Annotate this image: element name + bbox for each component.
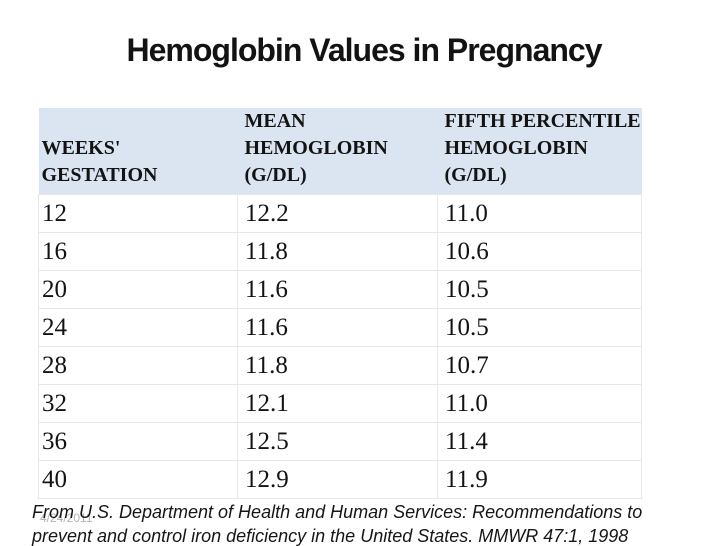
table-row: 40 12.9 11.9 bbox=[38, 460, 642, 499]
table-cell: 11.9 bbox=[437, 460, 642, 499]
col-header-line: (G/DL) bbox=[444, 164, 507, 186]
citation: From U.S. Department of Health and Human… bbox=[32, 500, 702, 546]
table-cell: 28 bbox=[38, 346, 238, 385]
col-header-weeks-gestation: WEEKS' GESTATION bbox=[38, 108, 238, 195]
col-header-line: GESTATION bbox=[41, 164, 158, 186]
table-cell: 12.2 bbox=[237, 194, 438, 233]
col-header-line: HEMOGLOBIN bbox=[444, 137, 588, 159]
table-cell: 12 bbox=[38, 194, 238, 233]
table-cell: 11.4 bbox=[437, 422, 642, 461]
table-cell: 11.8 bbox=[237, 232, 438, 271]
hemoglobin-table: WEEKS' GESTATION MEAN HEMOGLOBIN (G/DL) … bbox=[38, 108, 642, 499]
table-cell: 12.1 bbox=[237, 384, 438, 423]
table-cell: 11.8 bbox=[237, 346, 438, 385]
slide-title: Hemoglobin Values in Pregnancy bbox=[126, 32, 602, 68]
table-cell: 40 bbox=[38, 460, 238, 499]
table-row: 28 11.8 10.7 bbox=[38, 346, 642, 385]
col-header-line: FIFTH PERCENTILE bbox=[444, 110, 641, 132]
table-cell: 24 bbox=[38, 308, 238, 347]
table-row: 24 11.6 10.5 bbox=[38, 308, 642, 347]
table-body: 12 12.2 11.0 16 11.8 10.6 20 11.6 10.5 2… bbox=[38, 194, 642, 499]
col-header-line: (G/DL) bbox=[244, 164, 307, 186]
col-header-line: MEAN bbox=[244, 110, 306, 132]
table-cell: 10.5 bbox=[437, 270, 642, 309]
table-row: 36 12.5 11.4 bbox=[38, 422, 642, 461]
table-cell: 36 bbox=[38, 422, 238, 461]
col-header-mean-hemoglobin: MEAN HEMOGLOBIN (G/DL) bbox=[237, 108, 438, 195]
table-cell: 11.0 bbox=[437, 384, 642, 423]
citation-line: prevent and control iron deficiency in t… bbox=[32, 526, 629, 546]
table-cell: 11.0 bbox=[437, 194, 642, 233]
citation-line: From U.S. Department of Health and Human… bbox=[32, 502, 643, 522]
table-cell: 11.6 bbox=[237, 308, 438, 347]
table-row: 12 12.2 11.0 bbox=[38, 194, 642, 233]
table-header: WEEKS' GESTATION MEAN HEMOGLOBIN (G/DL) … bbox=[38, 108, 642, 195]
table-header-row: WEEKS' GESTATION MEAN HEMOGLOBIN (G/DL) … bbox=[38, 108, 642, 195]
col-header-line: HEMOGLOBIN bbox=[244, 137, 388, 159]
table-cell: 10.6 bbox=[437, 232, 642, 271]
table-cell: 11.6 bbox=[237, 270, 438, 309]
table-cell: 12.5 bbox=[237, 422, 438, 461]
col-header-fifth-percentile-hemoglobin: FIFTH PERCENTILE HEMOGLOBIN (G/DL) bbox=[437, 108, 642, 195]
table-cell: 10.5 bbox=[437, 308, 642, 347]
table-row: 32 12.1 11.0 bbox=[38, 384, 642, 423]
table-row: 20 11.6 10.5 bbox=[38, 270, 642, 309]
table-cell: 20 bbox=[38, 270, 238, 309]
table-cell: 32 bbox=[38, 384, 238, 423]
table-cell: 12.9 bbox=[237, 460, 438, 499]
table-cell: 16 bbox=[38, 232, 238, 271]
date-stamp: 4/24/2011 bbox=[40, 511, 93, 525]
col-header-line: WEEKS' bbox=[41, 137, 121, 159]
table-cell: 10.7 bbox=[437, 346, 642, 385]
table-row: 16 11.8 10.6 bbox=[38, 232, 642, 271]
